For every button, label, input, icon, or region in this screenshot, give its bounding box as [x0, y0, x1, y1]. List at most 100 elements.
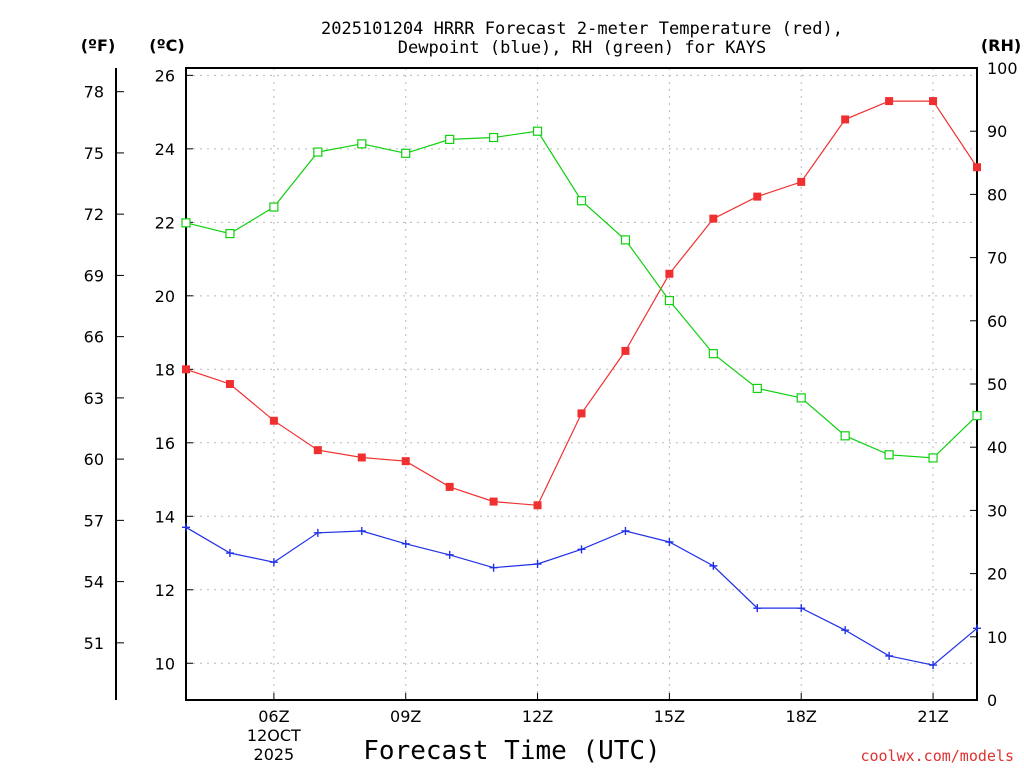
celsius-tick-label: 10: [155, 654, 175, 673]
celsius-unit-label: (ºC): [149, 36, 184, 55]
dewpoint-point: [885, 651, 894, 660]
rh-point: [796, 393, 806, 403]
dewpoint-point: [313, 528, 322, 537]
date-label: 12OCT: [247, 726, 301, 745]
dewpoint-point: [533, 560, 542, 569]
rh-tick-label: 40: [987, 438, 1007, 457]
dewpoint-point: [445, 550, 454, 559]
celsius-tick-label: 24: [155, 140, 175, 159]
temperature-point: [797, 177, 806, 186]
temperature-point: [841, 115, 850, 124]
temperature-point: [621, 346, 630, 355]
rh-line: [185, 130, 978, 459]
dewpoint-point: [973, 624, 981, 633]
temperature-series: [182, 97, 981, 510]
axis-units: (ºF) (ºC) (RH): [81, 36, 1021, 55]
temperature-point: [753, 192, 762, 201]
celsius-tick-label: 18: [155, 360, 175, 379]
rh-point: [928, 453, 938, 463]
rh-series: [181, 126, 982, 463]
fahrenheit-tick-label: 63: [84, 389, 104, 408]
temperature-point: [533, 501, 542, 510]
rh-point: [972, 411, 982, 421]
axis-labels: 10 12 14 16 18 20 22 24 26 51 54 57 60 63 66 69 72 75 78 0 1…: [84, 59, 1018, 766]
rh-point: [664, 295, 674, 306]
temperature-point: [401, 457, 410, 466]
plot-frame: [185, 67, 978, 701]
temperature-line: [185, 100, 978, 506]
celsius-tick-label: 16: [155, 434, 175, 453]
temperature-point: [182, 365, 190, 374]
rh-point: [445, 134, 455, 145]
celsius-tick-label: 14: [155, 507, 175, 526]
fahrenheit-tick-label: 60: [84, 450, 104, 469]
temperature-point: [225, 380, 234, 388]
rh-point: [225, 228, 235, 239]
credit-label: coolwx.com/models: [860, 747, 1014, 765]
dewpoint-point: [489, 563, 498, 572]
dewpoint-point: [665, 538, 674, 546]
x-tick-label: 15Z: [654, 707, 685, 726]
rh-tick-label: 100: [987, 59, 1018, 78]
rh-point: [181, 218, 191, 228]
temperature-point: [357, 453, 366, 462]
gridlines: [186, 68, 977, 700]
x-tick-label: 09Z: [390, 707, 421, 726]
data-series: [181, 97, 982, 670]
rh-tick-label: 80: [987, 185, 1007, 204]
dewpoint-point: [269, 558, 278, 567]
x-tick-label: 21Z: [917, 707, 948, 726]
dewpoint-point: [577, 545, 586, 554]
rh-unit-label: (RH): [981, 36, 1021, 55]
dewpoint-point: [182, 523, 190, 532]
rh-point: [884, 450, 894, 460]
temperature-point: [577, 409, 586, 418]
celsius-tick-label: 20: [155, 287, 175, 306]
rh-point: [708, 349, 718, 359]
temperature-point: [973, 163, 981, 172]
dewpoint-point: [357, 526, 366, 535]
dewpoint-point: [929, 661, 938, 670]
celsius-tick-label: 26: [155, 66, 175, 85]
fahrenheit-tick-label: 72: [84, 205, 104, 224]
temperature-point: [313, 446, 322, 455]
temperature-point: [665, 269, 674, 278]
x-axis-title: Forecast Time (UTC): [363, 736, 660, 766]
rh-point: [489, 132, 499, 143]
rh-tick-label: 90: [987, 122, 1007, 141]
fahrenheit-tick-label: 51: [84, 634, 104, 653]
rh-tick-label: 50: [987, 375, 1007, 394]
fahrenheit-unit-label: (ºF): [81, 36, 116, 55]
celsius-tick-label: 12: [155, 581, 175, 600]
rh-tick-label: 20: [987, 565, 1007, 584]
rh-point: [752, 383, 762, 394]
x-tick-label: 06Z: [258, 707, 289, 726]
dewpoint-point: [841, 626, 850, 635]
dewpoint-point: [401, 539, 410, 548]
temperature-point: [489, 497, 498, 506]
temperature-point: [269, 416, 278, 425]
x-tick-label: 12Z: [522, 707, 553, 726]
fahrenheit-tick-label: 69: [84, 266, 104, 285]
rh-tick-label: 70: [987, 249, 1007, 268]
dewpoint-point: [753, 604, 762, 613]
dewpoint-point: [709, 561, 718, 570]
rh-tick-label: 30: [987, 501, 1007, 520]
rh-point: [357, 139, 367, 149]
rh-point: [532, 126, 543, 136]
dewpoint-point: [225, 549, 234, 558]
fahrenheit-tick-label: 75: [84, 144, 104, 163]
x-tick-label: 18Z: [786, 707, 817, 726]
fahrenheit-tick-label: 78: [84, 83, 104, 102]
temperature-point: [445, 482, 454, 491]
rh-point: [620, 235, 631, 245]
temperature-point: [929, 97, 938, 106]
rh-tick-label: 0: [987, 691, 997, 710]
temperature-point: [885, 97, 894, 106]
rh-point: [313, 147, 323, 157]
rh-tick-label: 60: [987, 312, 1007, 331]
fahrenheit-tick-label: 54: [84, 573, 104, 592]
rh-point: [269, 202, 279, 212]
chart-title: 2025101204 HRRR Forecast 2-meter Tempera…: [321, 19, 843, 58]
